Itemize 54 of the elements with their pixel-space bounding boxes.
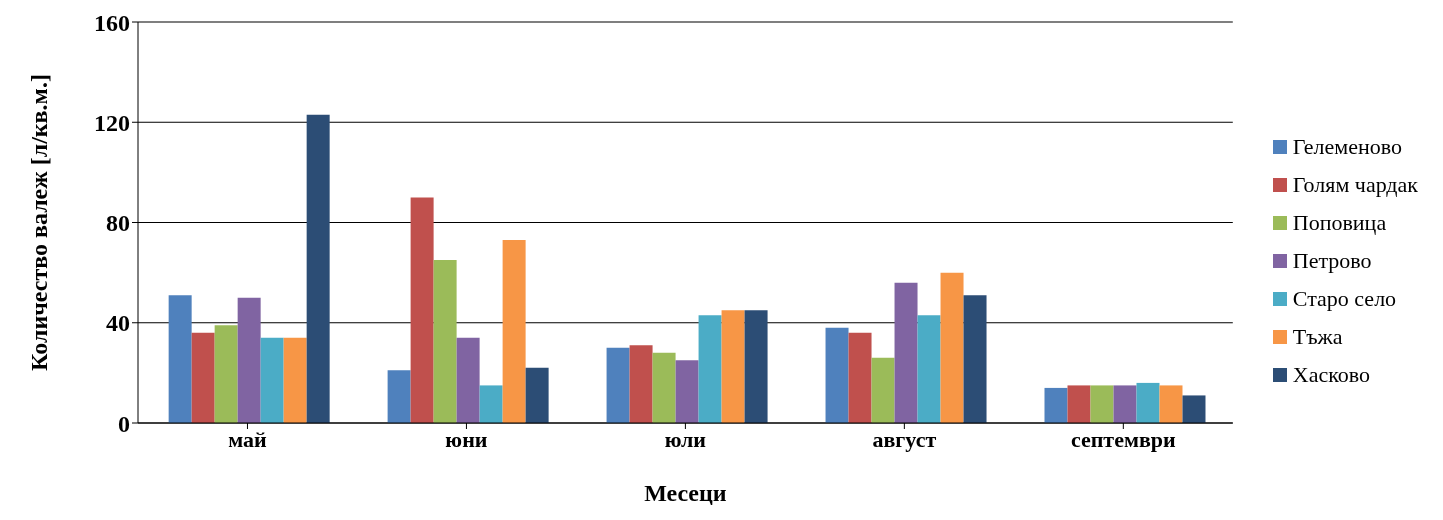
bar bbox=[940, 272, 964, 423]
bar bbox=[1182, 395, 1206, 423]
bar bbox=[214, 325, 238, 423]
y-tick-label: 120 bbox=[94, 109, 130, 136]
x-tick-label: юли bbox=[664, 426, 707, 452]
legend-label: Старо село bbox=[1292, 284, 1397, 313]
bar bbox=[410, 197, 434, 423]
legend-label: Тъжа bbox=[1292, 322, 1343, 351]
x-tick-label: юни bbox=[445, 426, 488, 452]
legend-label: Поповица bbox=[1292, 208, 1387, 237]
bar bbox=[283, 337, 307, 423]
bar bbox=[191, 332, 215, 423]
legend-label: Голям чардак bbox=[1292, 170, 1418, 199]
bar bbox=[1159, 385, 1183, 423]
bar bbox=[917, 315, 941, 423]
y-tick-label: 80 bbox=[106, 210, 130, 237]
bar bbox=[825, 327, 849, 423]
bar bbox=[502, 240, 526, 423]
bar bbox=[260, 337, 284, 423]
legend-label: Гелеменово bbox=[1292, 132, 1403, 161]
bar bbox=[744, 310, 768, 423]
bar bbox=[306, 114, 330, 423]
legend-label: Хасково bbox=[1292, 360, 1371, 389]
bar bbox=[1044, 387, 1068, 423]
bar bbox=[848, 332, 872, 423]
x-tick-label: май bbox=[228, 426, 268, 452]
bar bbox=[721, 310, 745, 423]
bar bbox=[652, 352, 676, 423]
bar bbox=[698, 315, 722, 423]
y-tick-label: 160 bbox=[94, 9, 130, 36]
y-tick-label: 0 bbox=[118, 410, 130, 437]
x-axis-title: Месеци bbox=[644, 480, 727, 506]
bar bbox=[675, 360, 699, 423]
bar bbox=[456, 337, 480, 423]
y-axis-title: Количество валеж [л/кв.м.] bbox=[25, 74, 52, 371]
bar bbox=[433, 260, 457, 423]
x-tick-label: август bbox=[872, 426, 937, 452]
bar bbox=[237, 297, 261, 423]
legend-label: Петрово bbox=[1292, 246, 1372, 275]
bar bbox=[168, 295, 192, 423]
bar bbox=[871, 357, 895, 423]
bar bbox=[894, 282, 918, 423]
bar bbox=[1136, 382, 1160, 423]
bar bbox=[387, 370, 411, 423]
bar bbox=[963, 295, 987, 423]
bar bbox=[1090, 385, 1114, 423]
bar bbox=[525, 367, 549, 423]
bar bbox=[606, 347, 630, 423]
bar bbox=[479, 385, 503, 423]
y-tick-label: 40 bbox=[106, 310, 130, 337]
bar bbox=[1067, 385, 1091, 423]
bar bbox=[629, 345, 653, 423]
bar bbox=[1113, 385, 1137, 423]
x-tick-label: септември bbox=[1070, 426, 1177, 452]
